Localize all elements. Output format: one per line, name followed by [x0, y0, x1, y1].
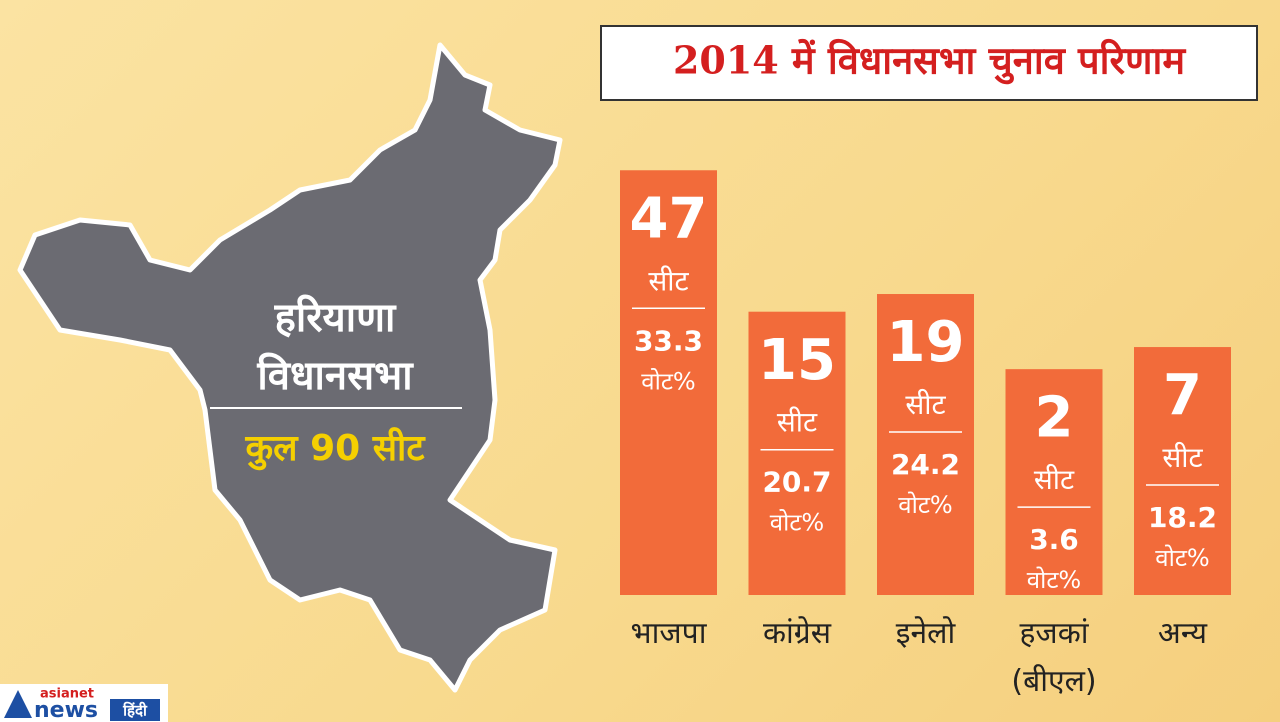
seat-unit: सीट [777, 406, 818, 439]
logo-lang-box [110, 699, 160, 721]
category-label: अन्य [1157, 616, 1208, 651]
haryana-map [17, 42, 563, 693]
logo-brand: asianet [40, 687, 94, 702]
seat-value: 47 [630, 186, 708, 251]
logo-icon [4, 690, 32, 718]
seat-value: 7 [1163, 363, 1202, 428]
vote-value: 3.6 [1029, 523, 1079, 556]
seat-unit: सीट [1034, 463, 1075, 496]
bar [877, 294, 974, 595]
seat-value: 2 [1035, 385, 1074, 450]
vote-value: 33.3 [634, 324, 703, 357]
map-total: कुल 90 सीट [244, 427, 426, 471]
vote-unit: वोट% [641, 367, 695, 395]
map-title: हरियाणा [274, 294, 397, 341]
seat-unit: सीट [648, 264, 689, 297]
bar [1134, 347, 1231, 595]
chart-title: 2014 में विधानसभा चुनाव परिणाम [673, 38, 1186, 85]
vote-unit: वोट% [770, 509, 824, 537]
seat-unit: सीट [905, 388, 946, 421]
bar [620, 170, 717, 595]
seat-unit: सीट [1162, 441, 1203, 474]
category-label: कांग्रेस [762, 616, 831, 651]
bar [748, 311, 846, 595]
category-label: भाजपा [630, 616, 707, 651]
bar [1005, 369, 1103, 595]
map-title: विधानसभा [256, 352, 414, 399]
seat-value: 19 [887, 310, 965, 375]
logo-lang: हिंदी [122, 702, 148, 720]
vote-unit: वोट% [1027, 566, 1081, 594]
seat-value: 15 [758, 328, 836, 393]
vote-value: 24.2 [891, 448, 960, 481]
category-label: हजकां (बीएल) [1011, 616, 1097, 699]
vote-unit: वोट% [1155, 544, 1209, 572]
vote-value: 20.7 [762, 466, 831, 499]
category-label: इनेलो [895, 616, 956, 651]
logo-news: news [34, 698, 98, 722]
vote-unit: वोट% [898, 491, 952, 519]
title-box [600, 25, 1258, 101]
vote-value: 18.2 [1148, 501, 1217, 534]
